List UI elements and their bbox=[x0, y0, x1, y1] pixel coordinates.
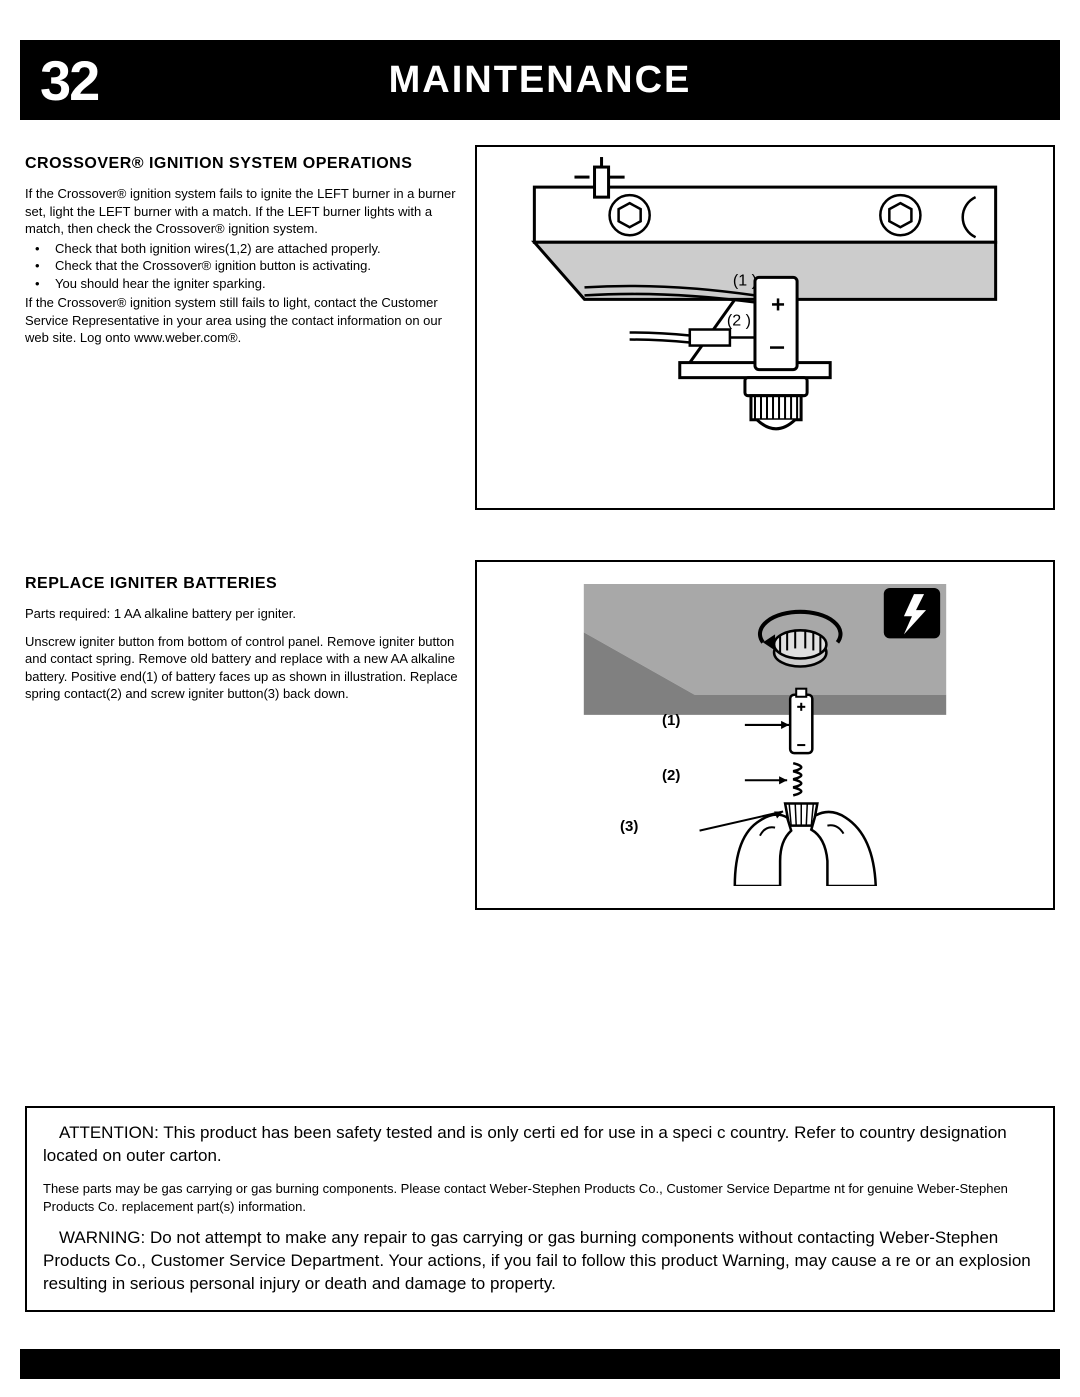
body-text: Unscrew igniter button from bottom of co… bbox=[25, 633, 465, 703]
outro-text: If the Crossover® ignition system still … bbox=[25, 294, 465, 347]
section-heading: REPLACE IGNITER BATTERIES bbox=[25, 575, 465, 593]
battery-diagram: (1) (2) (3) bbox=[532, 584, 998, 886]
svg-text:(1 ): (1 ) bbox=[733, 271, 757, 289]
bullet-item: You should hear the igniter sparking. bbox=[25, 275, 465, 293]
bullet-item: Check that both ignition wires(1,2) are … bbox=[25, 240, 465, 258]
battery-diagram-icon bbox=[532, 584, 998, 886]
fig-label-3: (3) bbox=[620, 818, 638, 835]
bullet-list: Check that both ignition wires(1,2) are … bbox=[25, 240, 465, 293]
fig-label-2: (2) bbox=[662, 767, 680, 784]
footer-bar bbox=[20, 1349, 1060, 1379]
warning-text: WARNING: Do not attempt to make any repa… bbox=[43, 1227, 1037, 1296]
page-number: 32 bbox=[40, 48, 98, 113]
header-bar: 32 MAINTENANCE bbox=[20, 40, 1060, 120]
section-heading: CROSSOVER® IGNITION SYSTEM OPERATIONS bbox=[25, 155, 465, 173]
figure-battery-replace: (1) (2) (3) bbox=[475, 560, 1055, 910]
intro-text: If the Crossover® ignition system fails … bbox=[25, 185, 465, 238]
fig-label-1: (1) bbox=[662, 712, 680, 729]
svg-text:(2 ): (2 ) bbox=[727, 311, 751, 329]
figure-ignition-system: (1 ) (2 ) bbox=[475, 145, 1055, 510]
notice-box: ATTENTION: This product has been safety … bbox=[25, 1106, 1055, 1312]
page-title: MAINTENANCE bbox=[389, 59, 692, 102]
attention-text: ATTENTION: This product has been safety … bbox=[43, 1122, 1037, 1168]
section-crossover: CROSSOVER® IGNITION SYSTEM OPERATIONS If… bbox=[25, 155, 465, 347]
section-batteries: REPLACE IGNITER BATTERIES Parts required… bbox=[25, 575, 465, 703]
content-area: CROSSOVER® IGNITION SYSTEM OPERATIONS If… bbox=[25, 145, 1055, 1337]
bullet-item: Check that the Crossover® ignition butto… bbox=[25, 257, 465, 275]
ignition-diagram-icon: (1 ) (2 ) bbox=[477, 147, 1053, 508]
parts-text: Parts required: 1 AA alkaline battery pe… bbox=[25, 605, 465, 623]
parts-notice-text: These parts may be gas carrying or gas b… bbox=[43, 1180, 1037, 1215]
